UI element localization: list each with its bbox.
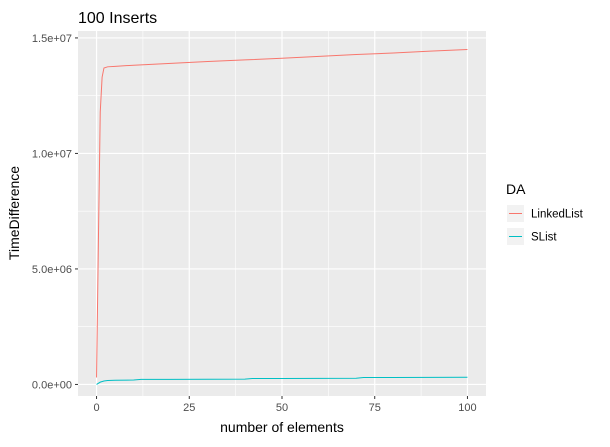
legend-label-slist: SList xyxy=(531,232,557,244)
x-tick-label: 0 xyxy=(93,402,99,414)
x-axis: 0 25 50 75 100 xyxy=(93,396,477,414)
x-tick-label: 100 xyxy=(458,402,476,414)
x-tick-label: 50 xyxy=(276,402,288,414)
x-axis-title: number of elements xyxy=(220,419,344,435)
series-line-linkedlist xyxy=(96,48,468,378)
legend: DA LinkedList SList xyxy=(506,181,584,245)
grid-major xyxy=(78,31,486,396)
y-axis-title: TimeDifference xyxy=(6,166,22,260)
y-tick-label: 5.0e+06 xyxy=(32,264,72,276)
legend-label-linkedlist: LinkedList xyxy=(531,209,584,221)
x-tick-label: 25 xyxy=(183,402,195,414)
y-tick-label: 1.5e+07 xyxy=(32,33,72,45)
legend-title: DA xyxy=(506,181,526,197)
chart-title: 100 Inserts xyxy=(78,10,157,27)
series-line-slist xyxy=(96,376,468,385)
y-tick-label: 1.0e+07 xyxy=(32,148,72,160)
legend-items: LinkedList SList xyxy=(507,205,584,245)
series-layer xyxy=(96,48,468,385)
x-tick-label: 75 xyxy=(369,402,381,414)
y-axis: 0.0e+00 5.0e+06 1.0e+07 1.5e+07 xyxy=(32,33,78,391)
y-tick-label: 0.0e+00 xyxy=(32,379,72,391)
